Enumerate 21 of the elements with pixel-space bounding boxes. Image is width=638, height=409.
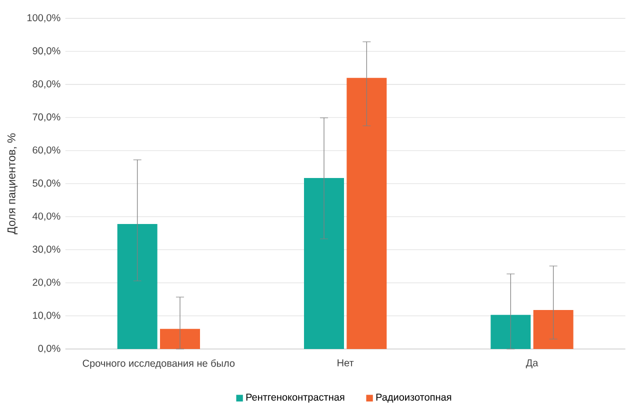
- x-tick-label: Срочного исследования не было: [82, 359, 235, 369]
- y-tick-label: 20,0%: [32, 278, 60, 287]
- y-tick-label: 80,0%: [32, 80, 60, 89]
- y-tick-label: 50,0%: [32, 180, 60, 188]
- legend-label: Рентгеноконтрастная: [246, 394, 344, 403]
- y-axis-title: Доля пациентов, %: [7, 133, 18, 234]
- bar: [160, 328, 200, 349]
- y-tick-label: 30,0%: [32, 246, 60, 254]
- x-tick-label: Нет: [338, 359, 354, 366]
- y-tick-label: 90,0%: [32, 47, 60, 56]
- y-tick-label: 100,0%: [27, 14, 60, 22]
- y-tick-label: 40,0%: [32, 212, 60, 221]
- y-tick-label: 0,0%: [38, 344, 60, 354]
- x-tick-label: Да: [526, 359, 538, 368]
- y-tick-label: 70,0%: [32, 113, 60, 122]
- bar: [304, 178, 344, 349]
- bar: [117, 224, 158, 349]
- y-tick-label: 60,0%: [32, 146, 60, 155]
- bar: [346, 78, 387, 349]
- y-tick-label: 10,0%: [33, 312, 60, 320]
- legend-label: Радиоизотопная: [376, 394, 452, 403]
